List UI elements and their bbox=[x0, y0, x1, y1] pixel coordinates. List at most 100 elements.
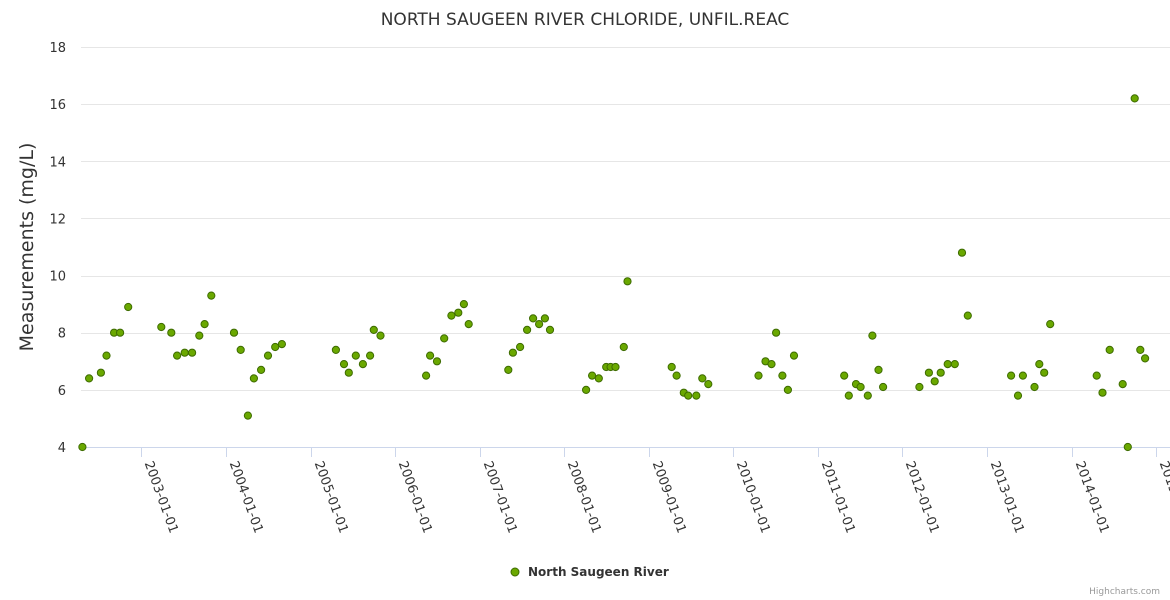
data-point[interactable] bbox=[271, 342, 280, 352]
data-point[interactable] bbox=[124, 302, 133, 312]
data-point[interactable] bbox=[200, 320, 209, 329]
legend-marker[interactable] bbox=[510, 567, 520, 577]
data-point[interactable] bbox=[173, 351, 182, 360]
data-point[interactable] bbox=[778, 371, 787, 380]
data-point[interactable] bbox=[1136, 345, 1145, 354]
data-point[interactable] bbox=[943, 360, 952, 369]
data-point[interactable] bbox=[1018, 371, 1028, 380]
data-point[interactable] bbox=[1013, 391, 1023, 400]
data-point[interactable] bbox=[508, 348, 518, 357]
data-point[interactable] bbox=[588, 371, 597, 380]
data-point[interactable] bbox=[96, 368, 106, 377]
data-point[interactable] bbox=[1123, 442, 1132, 452]
data-point[interactable] bbox=[369, 325, 378, 334]
data-point[interactable] bbox=[236, 345, 245, 354]
data-point[interactable] bbox=[856, 382, 865, 392]
data-point[interactable] bbox=[545, 325, 555, 334]
data-point[interactable] bbox=[963, 311, 972, 320]
data-point[interactable] bbox=[464, 320, 473, 329]
data-point[interactable] bbox=[840, 371, 849, 380]
data-point[interactable] bbox=[1030, 382, 1039, 392]
data-point[interactable] bbox=[207, 291, 216, 300]
data-point[interactable] bbox=[619, 342, 628, 352]
data-point[interactable] bbox=[844, 391, 853, 400]
data-point[interactable] bbox=[454, 308, 463, 317]
data-point[interactable] bbox=[376, 331, 385, 340]
data-point[interactable] bbox=[116, 328, 125, 337]
data-point[interactable] bbox=[78, 442, 87, 452]
data-point[interactable] bbox=[1141, 354, 1150, 363]
data-point[interactable] bbox=[422, 371, 431, 380]
data-point[interactable] bbox=[85, 374, 94, 383]
data-point[interactable] bbox=[277, 340, 286, 349]
data-point[interactable] bbox=[692, 391, 701, 400]
data-point[interactable] bbox=[874, 365, 883, 374]
data-point[interactable] bbox=[157, 322, 166, 332]
data-point[interactable] bbox=[1007, 371, 1016, 380]
data-point[interactable] bbox=[426, 351, 435, 360]
data-point[interactable] bbox=[783, 385, 793, 394]
data-point[interactable] bbox=[358, 360, 367, 369]
legend[interactable]: North Saugeen River bbox=[510, 565, 669, 579]
data-point[interactable] bbox=[667, 362, 676, 372]
data-point[interactable] bbox=[188, 348, 197, 357]
data-point[interactable] bbox=[102, 351, 111, 360]
data-point[interactable] bbox=[623, 277, 632, 286]
data-point[interactable] bbox=[772, 328, 781, 337]
credits-link[interactable]: Highcharts.com bbox=[1089, 587, 1160, 597]
data-point[interactable] bbox=[1092, 371, 1101, 380]
data-point[interactable] bbox=[331, 345, 340, 354]
data-point[interactable] bbox=[754, 371, 763, 380]
data-point[interactable] bbox=[684, 391, 693, 400]
data-point[interactable] bbox=[351, 351, 360, 360]
data-point[interactable] bbox=[535, 320, 544, 329]
data-point[interactable] bbox=[1040, 368, 1049, 377]
data-point[interactable] bbox=[459, 300, 468, 309]
data-point[interactable] bbox=[950, 360, 959, 369]
data-point[interactable] bbox=[540, 314, 550, 323]
data-point[interactable] bbox=[924, 368, 934, 377]
data-point[interactable] bbox=[582, 385, 591, 394]
data-point[interactable] bbox=[229, 328, 239, 337]
data-point[interactable] bbox=[339, 360, 349, 369]
data-point[interactable] bbox=[516, 342, 525, 352]
data-point[interactable] bbox=[698, 374, 707, 383]
data-point[interactable] bbox=[767, 360, 776, 369]
data-point[interactable] bbox=[180, 348, 189, 357]
data-point[interactable] bbox=[594, 374, 603, 383]
x-tick-label: 2005-01-01 bbox=[311, 459, 351, 535]
data-point[interactable] bbox=[529, 314, 538, 323]
data-point[interactable] bbox=[249, 374, 258, 383]
data-point[interactable] bbox=[863, 391, 872, 400]
data-point[interactable] bbox=[868, 331, 877, 340]
data-point[interactable] bbox=[1130, 94, 1139, 103]
data-point[interactable] bbox=[1118, 380, 1127, 389]
data-point[interactable] bbox=[263, 351, 273, 360]
data-point[interactable] bbox=[447, 311, 456, 320]
data-point[interactable] bbox=[504, 365, 513, 374]
data-point[interactable] bbox=[366, 351, 375, 360]
series-north-saugeen-river[interactable] bbox=[78, 94, 1150, 452]
data-point[interactable] bbox=[257, 365, 266, 374]
data-point[interactable] bbox=[1046, 320, 1055, 329]
data-point[interactable] bbox=[243, 411, 252, 420]
data-point[interactable] bbox=[167, 328, 176, 337]
data-point[interactable] bbox=[523, 325, 532, 334]
data-point[interactable] bbox=[432, 357, 442, 366]
data-point[interactable] bbox=[789, 351, 799, 360]
data-point[interactable] bbox=[879, 382, 888, 392]
data-point[interactable] bbox=[1035, 360, 1044, 369]
data-point[interactable] bbox=[672, 371, 681, 380]
data-point[interactable] bbox=[440, 334, 449, 343]
data-point[interactable] bbox=[957, 248, 967, 257]
legend-label[interactable]: North Saugeen River bbox=[528, 565, 669, 579]
data-point[interactable] bbox=[930, 377, 939, 386]
data-point[interactable] bbox=[936, 368, 945, 377]
data-point[interactable] bbox=[195, 331, 204, 340]
data-point[interactable] bbox=[344, 368, 353, 377]
data-point[interactable] bbox=[704, 380, 713, 389]
data-point[interactable] bbox=[1098, 388, 1107, 397]
data-point[interactable] bbox=[611, 362, 620, 372]
data-point[interactable] bbox=[1105, 345, 1114, 354]
data-point[interactable] bbox=[915, 382, 924, 392]
